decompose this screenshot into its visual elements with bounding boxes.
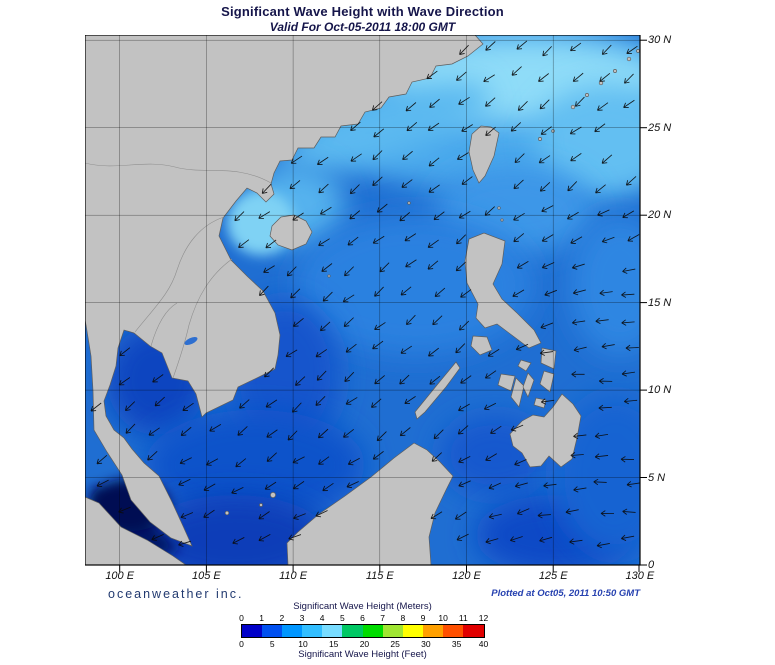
feet-tick-label: 40 bbox=[478, 639, 489, 649]
x-tick-label: 120 E bbox=[452, 570, 481, 582]
meters-tick-label: 5 bbox=[339, 613, 345, 623]
legend-color-segment bbox=[443, 625, 464, 637]
feet-tick-label: 35 bbox=[451, 639, 462, 649]
brand-text: oceanweather inc. bbox=[108, 587, 244, 601]
page-subtitle: Valid For Oct-05-2011 18:00 GMT bbox=[269, 20, 456, 34]
meters-tick-label: 12 bbox=[478, 613, 489, 623]
y-axis-labels: 30 N 25 N 20 N 15 N 10 N 5 N 0 bbox=[648, 34, 693, 577]
legend-color-segment bbox=[281, 625, 303, 637]
y-tick-label: 25 N bbox=[648, 121, 672, 134]
legend-color-segment bbox=[241, 625, 262, 637]
taiwan-island bbox=[468, 125, 500, 184]
legend-color-segment bbox=[322, 625, 343, 637]
y-tick-label: 20 N bbox=[648, 209, 672, 222]
meters-tick-label: 7 bbox=[380, 613, 386, 623]
land-masses bbox=[85, 35, 640, 565]
legend-color-segment bbox=[261, 625, 282, 637]
legend-color-segment bbox=[423, 625, 444, 637]
y-tick-label: 10 N bbox=[648, 384, 672, 397]
luzon-island bbox=[464, 232, 542, 349]
meters-tick-label: 10 bbox=[438, 613, 448, 623]
x-tick-label: 130 E bbox=[625, 570, 655, 582]
map-frame bbox=[84, 34, 641, 566]
lake-tonle-sap bbox=[184, 336, 198, 346]
meters-tick-label: 1 bbox=[259, 613, 265, 623]
legend-color-segment bbox=[302, 625, 323, 637]
plotted-timestamp: Plotted at Oct05, 2011 10:50 GMT bbox=[491, 588, 640, 599]
page-title: Significant Wave Height with Wave Direct… bbox=[221, 4, 504, 19]
y-tick-label: 15 N bbox=[648, 296, 672, 309]
legend-color-segment bbox=[382, 625, 403, 637]
legend-color-segment bbox=[463, 625, 484, 637]
meters-tick-label: 6 bbox=[360, 613, 365, 623]
x-axis-labels: 100 E 105 E 110 E 115 E 120 E 125 E 130 E bbox=[85, 570, 654, 584]
y-tick-label: 30 N bbox=[648, 34, 672, 47]
feet-tick-label: 20 bbox=[359, 639, 370, 649]
meters-tick-label: 4 bbox=[319, 613, 325, 623]
borneo-island bbox=[286, 442, 454, 565]
hainan-island bbox=[269, 214, 313, 251]
x-tick-label: 100 E bbox=[105, 570, 135, 582]
meters-tick-label: 2 bbox=[279, 613, 285, 623]
meters-tick-label: 8 bbox=[400, 613, 406, 623]
feet-tick-label: 5 bbox=[269, 639, 275, 649]
x-tick-label: 110 E bbox=[279, 570, 308, 582]
legend-color-segment bbox=[342, 625, 363, 637]
y-tick-label: 0 bbox=[648, 559, 655, 571]
y-tick-label: 5 N bbox=[648, 471, 666, 484]
title-block: Significant Wave Height with Wave Direct… bbox=[85, 4, 640, 34]
legend-feet-label: Significant Wave Height (Feet) bbox=[298, 649, 427, 660]
meters-tick-label: 11 bbox=[458, 613, 468, 623]
wave-height-map bbox=[84, 34, 650, 577]
legend-meters-label: Significant Wave Height (Meters) bbox=[293, 601, 432, 612]
legend-feet-ticks: 0 5 10 15 20 25 30 35 40 bbox=[239, 639, 488, 649]
feet-tick-label: 15 bbox=[328, 639, 339, 649]
legend-color-bar bbox=[240, 624, 485, 638]
asia-mainland bbox=[85, 35, 484, 547]
x-tick-label: 125 E bbox=[538, 570, 568, 582]
sumatra-island bbox=[85, 496, 187, 565]
legend-color-segment bbox=[362, 625, 383, 637]
palawan-island bbox=[414, 361, 461, 420]
country-borders bbox=[85, 162, 272, 379]
x-tick-label: 105 E bbox=[192, 570, 221, 582]
feet-tick-label: 0 bbox=[239, 639, 244, 649]
meters-tick-label: 0 bbox=[239, 613, 244, 623]
mindoro-island bbox=[470, 335, 493, 356]
meters-tick-label: 3 bbox=[299, 613, 305, 623]
feet-tick-label: 30 bbox=[421, 639, 431, 649]
x-tick-label: 115 E bbox=[365, 570, 394, 582]
feet-tick-label: 25 bbox=[390, 639, 400, 649]
feet-tick-label: 10 bbox=[298, 639, 308, 649]
meters-tick-label: 9 bbox=[420, 613, 426, 623]
wave-direction-arrows bbox=[90, 40, 640, 549]
lat-lon-grid bbox=[85, 35, 640, 565]
legend-meters-ticks: 0 1 2 3 4 5 6 7 8 9 10 11 12 bbox=[239, 613, 488, 623]
legend-color-segment bbox=[402, 625, 424, 637]
axis-ticks bbox=[119, 39, 647, 572]
